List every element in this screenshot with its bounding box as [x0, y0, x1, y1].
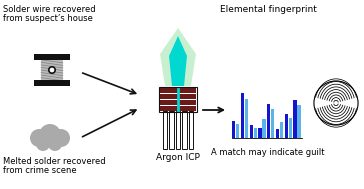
Polygon shape — [169, 36, 187, 86]
Bar — [236, 124, 240, 138]
Text: from suspect’s house: from suspect’s house — [3, 14, 93, 23]
Bar — [182, 111, 187, 149]
Circle shape — [39, 124, 61, 146]
Bar — [41, 60, 63, 80]
Circle shape — [52, 129, 70, 147]
Bar — [271, 109, 274, 138]
Bar — [280, 122, 283, 138]
Bar — [249, 125, 253, 138]
Circle shape — [48, 137, 62, 151]
Bar — [160, 94, 196, 99]
Polygon shape — [160, 28, 196, 86]
Bar — [262, 119, 266, 138]
Bar — [34, 54, 70, 60]
Bar — [297, 105, 301, 138]
Text: Melted solder recovered: Melted solder recovered — [3, 157, 106, 166]
Bar — [254, 128, 257, 138]
Bar — [285, 114, 288, 138]
Circle shape — [49, 67, 55, 73]
Bar — [160, 88, 196, 93]
Circle shape — [36, 137, 50, 151]
Bar — [34, 80, 70, 86]
Bar — [160, 106, 196, 111]
Bar — [289, 118, 292, 138]
Text: Solder wire recovered: Solder wire recovered — [3, 5, 96, 14]
Bar — [163, 111, 167, 149]
Bar — [169, 111, 174, 149]
Bar — [276, 129, 279, 138]
Bar — [189, 111, 193, 149]
Text: Elemental fingerprint: Elemental fingerprint — [219, 5, 316, 14]
Text: A match may indicate guilt: A match may indicate guilt — [211, 148, 325, 157]
Text: from crime scene: from crime scene — [3, 166, 77, 175]
Bar — [267, 104, 270, 138]
Bar — [245, 98, 248, 138]
Bar — [176, 111, 180, 149]
Bar — [160, 100, 196, 105]
Bar — [232, 121, 235, 138]
Bar — [293, 100, 297, 138]
Circle shape — [30, 129, 48, 147]
Bar — [241, 93, 244, 138]
Bar — [159, 87, 197, 112]
Bar — [258, 128, 262, 138]
Text: Argon ICP: Argon ICP — [156, 153, 200, 162]
